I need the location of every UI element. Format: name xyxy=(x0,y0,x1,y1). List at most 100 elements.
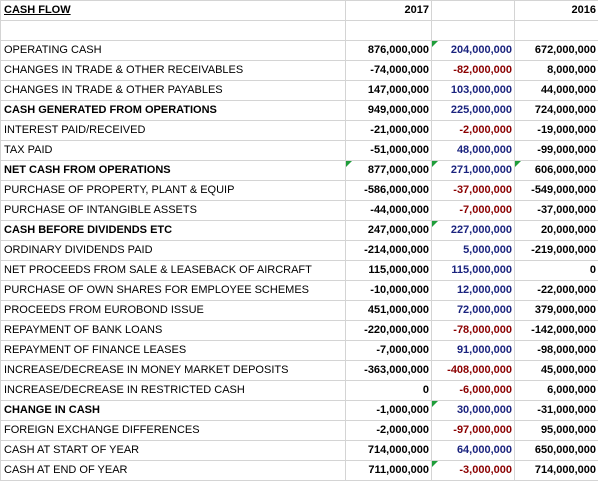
value-2016-cell[interactable]: 20,000,000 xyxy=(514,220,598,241)
change-cell[interactable]: 30,000,000 xyxy=(431,400,515,421)
row-label[interactable]: REPAYMENT OF FINANCE LEASES xyxy=(0,340,346,361)
blank-cell[interactable] xyxy=(345,20,432,41)
row-label[interactable]: ORDINARY DIVIDENDS PAID xyxy=(0,240,346,261)
value-2017-cell[interactable]: -586,000,000 xyxy=(345,180,432,201)
change-cell[interactable]: 72,000,000 xyxy=(431,300,515,321)
value-2017-cell[interactable]: -74,000,000 xyxy=(345,60,432,81)
row-label[interactable]: CHANGES IN TRADE & OTHER RECEIVABLES xyxy=(0,60,346,81)
change-header[interactable] xyxy=(431,0,515,21)
row-label[interactable]: CASH AT START OF YEAR xyxy=(0,440,346,461)
change-cell[interactable]: -78,000,000 xyxy=(431,320,515,341)
table-row: CASH BEFORE DIVIDENDS ETC 247,000,000 227,… xyxy=(0,220,598,241)
blank-cell[interactable] xyxy=(0,20,346,41)
value-2017-cell[interactable]: -220,000,000 xyxy=(345,320,432,341)
change-cell[interactable]: 103,000,000 xyxy=(431,80,515,101)
row-label[interactable]: INCREASE/DECREASE IN RESTRICTED CASH xyxy=(0,380,346,401)
value-2017-cell[interactable]: -7,000,000 xyxy=(345,340,432,361)
value-2017-cell[interactable]: -2,000,000 xyxy=(345,420,432,441)
row-label[interactable]: CHANGES IN TRADE & OTHER PAYABLES xyxy=(0,80,346,101)
value-2017-cell[interactable]: -1,000,000 xyxy=(345,400,432,421)
value-2017-cell[interactable]: 711,000,000 xyxy=(345,460,432,481)
change-cell[interactable]: 48,000,000 xyxy=(431,140,515,161)
blank-cell[interactable] xyxy=(431,20,515,41)
change-cell[interactable]: -2,000,000 xyxy=(431,120,515,141)
row-label[interactable]: INCREASE/DECREASE IN MONEY MARKET DEPOSI… xyxy=(0,360,346,381)
value-2016-cell[interactable]: -142,000,000 xyxy=(514,320,598,341)
value-2017-cell[interactable]: -214,000,000 xyxy=(345,240,432,261)
value-2016-cell[interactable]: 8,000,000 xyxy=(514,60,598,81)
value-2016-cell[interactable]: 45,000,000 xyxy=(514,360,598,381)
row-label[interactable]: OPERATING CASH xyxy=(0,40,346,61)
change-cell[interactable]: -97,000,000 xyxy=(431,420,515,441)
value-2017-cell[interactable]: 877,000,000 xyxy=(345,160,432,181)
change-cell[interactable]: -7,000,000 xyxy=(431,200,515,221)
value-2017-cell[interactable]: -10,000,000 xyxy=(345,280,432,301)
value-2016-cell[interactable]: 714,000,000 xyxy=(514,460,598,481)
value-2016-cell[interactable]: -99,000,000 xyxy=(514,140,598,161)
change-cell[interactable]: -82,000,000 xyxy=(431,60,515,81)
change-cell[interactable]: -408,000,000 xyxy=(431,360,515,381)
row-label[interactable]: NET PROCEEDS FROM SALE & LEASEBACK OF AI… xyxy=(0,260,346,281)
value-2016-cell[interactable]: 0 xyxy=(514,260,598,281)
change-cell[interactable]: 115,000,000 xyxy=(431,260,515,281)
year-2016-header[interactable]: 2016 xyxy=(514,0,598,21)
value-2016-cell[interactable]: -37,000,000 xyxy=(514,200,598,221)
value-2017-cell[interactable]: 451,000,000 xyxy=(345,300,432,321)
row-label[interactable]: PURCHASE OF OWN SHARES FOR EMPLOYEE SCHE… xyxy=(0,280,346,301)
year-2017-header[interactable]: 2017 xyxy=(345,0,432,21)
value-2017-cell[interactable]: -21,000,000 xyxy=(345,120,432,141)
blank-cell[interactable] xyxy=(514,20,598,41)
title-cell[interactable]: CASH FLOW xyxy=(0,0,346,21)
value-2016-cell[interactable]: 44,000,000 xyxy=(514,80,598,101)
table-row: PURCHASE OF PROPERTY, PLANT & EQUIP -586,… xyxy=(0,180,598,201)
change-cell[interactable]: 227,000,000 xyxy=(431,220,515,241)
value-2016-cell[interactable]: -19,000,000 xyxy=(514,120,598,141)
value-2016-cell[interactable]: -22,000,000 xyxy=(514,280,598,301)
value-2016-cell[interactable]: -219,000,000 xyxy=(514,240,598,261)
value-2017-cell[interactable]: 949,000,000 xyxy=(345,100,432,121)
value-2017-cell[interactable]: 714,000,000 xyxy=(345,440,432,461)
value-2017-cell[interactable]: -363,000,000 xyxy=(345,360,432,381)
row-label[interactable]: CASH AT END OF YEAR xyxy=(0,460,346,481)
table-row: CASH GENERATED FROM OPERATIONS 949,000,00… xyxy=(0,100,598,121)
value-2016-cell[interactable]: -98,000,000 xyxy=(514,340,598,361)
value-2016-cell[interactable]: -549,000,000 xyxy=(514,180,598,201)
change-cell[interactable]: 12,000,000 xyxy=(431,280,515,301)
change-cell[interactable]: -6,000,000 xyxy=(431,380,515,401)
value-2017-cell[interactable]: -51,000,000 xyxy=(345,140,432,161)
value-2016-cell[interactable]: 606,000,000 xyxy=(514,160,598,181)
value-2016-cell[interactable]: 6,000,000 xyxy=(514,380,598,401)
row-label[interactable]: CHANGE IN CASH xyxy=(0,400,346,421)
value-2017-cell[interactable]: 0 xyxy=(345,380,432,401)
row-label[interactable]: FOREIGN EXCHANGE DIFFERENCES xyxy=(0,420,346,441)
change-cell[interactable]: 5,000,000 xyxy=(431,240,515,261)
row-label[interactable]: INTEREST PAID/RECEIVED xyxy=(0,120,346,141)
value-2017-cell[interactable]: -44,000,000 xyxy=(345,200,432,221)
row-label[interactable]: NET CASH FROM OPERATIONS xyxy=(0,160,346,181)
value-2017-cell[interactable]: 876,000,000 xyxy=(345,40,432,61)
value-2016-cell[interactable]: -31,000,000 xyxy=(514,400,598,421)
change-cell[interactable]: 64,000,000 xyxy=(431,440,515,461)
row-label[interactable]: CASH GENERATED FROM OPERATIONS xyxy=(0,100,346,121)
value-2016-cell[interactable]: 650,000,000 xyxy=(514,440,598,461)
value-2017-cell[interactable]: 247,000,000 xyxy=(345,220,432,241)
row-label[interactable]: REPAYMENT OF BANK LOANS xyxy=(0,320,346,341)
row-label[interactable]: TAX PAID xyxy=(0,140,346,161)
value-2016-cell[interactable]: 724,000,000 xyxy=(514,100,598,121)
row-label[interactable]: CASH BEFORE DIVIDENDS ETC xyxy=(0,220,346,241)
change-cell[interactable]: 204,000,000 xyxy=(431,40,515,61)
change-cell[interactable]: 225,000,000 xyxy=(431,100,515,121)
change-cell[interactable]: 91,000,000 xyxy=(431,340,515,361)
value-2016-cell[interactable]: 379,000,000 xyxy=(514,300,598,321)
row-label[interactable]: PURCHASE OF INTANGIBLE ASSETS xyxy=(0,200,346,221)
header-row: CASH FLOW 2017 2016 xyxy=(0,0,598,21)
value-2016-cell[interactable]: 95,000,000 xyxy=(514,420,598,441)
change-cell[interactable]: -3,000,000 xyxy=(431,460,515,481)
change-cell[interactable]: 271,000,000 xyxy=(431,160,515,181)
change-cell[interactable]: -37,000,000 xyxy=(431,180,515,201)
value-2017-cell[interactable]: 115,000,000 xyxy=(345,260,432,281)
row-label[interactable]: PURCHASE OF PROPERTY, PLANT & EQUIP xyxy=(0,180,346,201)
value-2017-cell[interactable]: 147,000,000 xyxy=(345,80,432,101)
row-label[interactable]: PROCEEDS FROM EUROBOND ISSUE xyxy=(0,300,346,321)
value-2016-cell[interactable]: 672,000,000 xyxy=(514,40,598,61)
